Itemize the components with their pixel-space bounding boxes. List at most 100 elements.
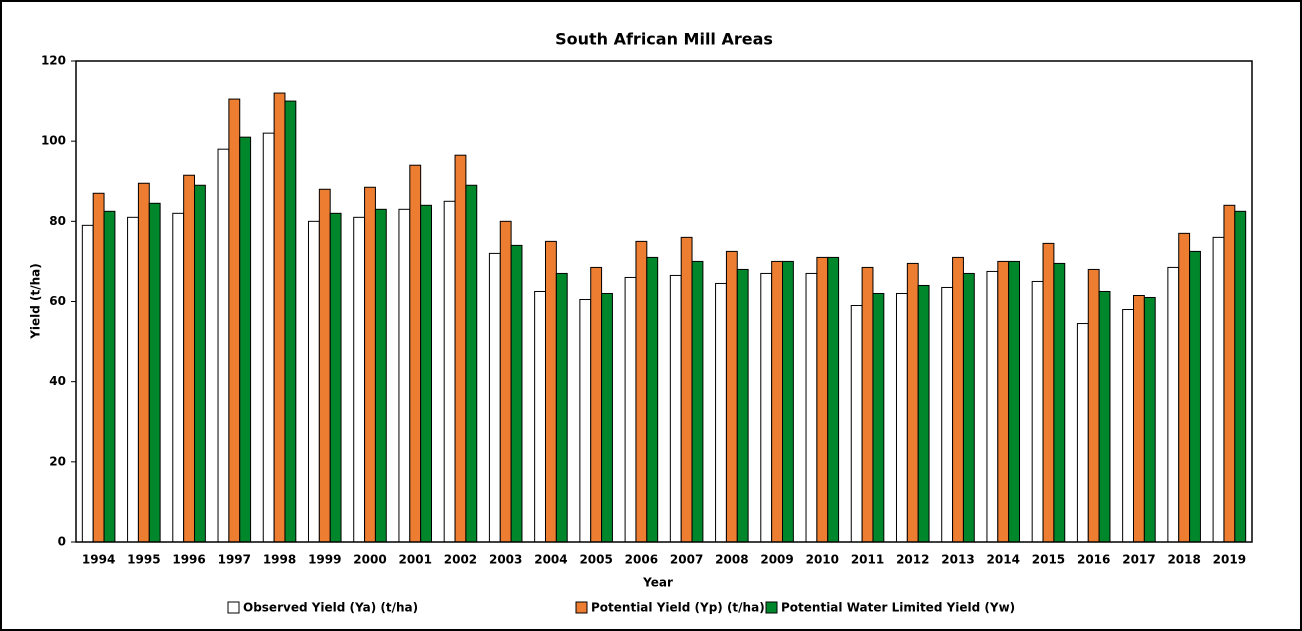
- bar: [861, 266, 874, 543]
- bar: [228, 98, 241, 543]
- bar: [906, 262, 919, 543]
- bar: [1223, 204, 1236, 543]
- bar: [816, 256, 829, 543]
- chart-title: South African Mill Areas: [555, 30, 773, 49]
- bar: [1189, 250, 1201, 543]
- x-axis-label: Year: [642, 576, 673, 590]
- bar: [499, 220, 512, 543]
- bar: [239, 136, 252, 543]
- plot-border: [75, 60, 1253, 543]
- bar: [544, 240, 557, 543]
- bar: [1008, 260, 1021, 543]
- x-tick-label: 1997: [218, 553, 251, 567]
- x-tick-label: 2007: [670, 553, 703, 567]
- bar: [1143, 296, 1156, 543]
- bar: [217, 148, 230, 543]
- bar: [1087, 268, 1100, 543]
- bar: [555, 272, 568, 543]
- bar: [443, 200, 456, 543]
- bar: [81, 224, 94, 543]
- bar: [1132, 294, 1145, 543]
- bar: [1053, 262, 1066, 543]
- y-tick-label: 100: [41, 134, 66, 148]
- bar: [941, 286, 954, 543]
- x-tick-label: 2013: [941, 553, 974, 567]
- bar: [353, 216, 366, 543]
- bar: [579, 298, 592, 543]
- legend-swatch: [575, 601, 588, 614]
- y-tick-label: 0: [58, 535, 66, 549]
- bar: [92, 192, 105, 543]
- bar: [782, 260, 794, 543]
- x-tick-label: 2019: [1213, 553, 1246, 567]
- legend-label: Potential Yield (Yp) (t/ha): [591, 601, 765, 615]
- bar: [284, 100, 297, 543]
- bar: [194, 184, 206, 543]
- x-tick-label: 2003: [489, 553, 522, 567]
- y-tick-label: 60: [49, 294, 66, 308]
- bar: [601, 292, 613, 543]
- legend-label: Observed Yield (Ya) (t/ha): [243, 601, 418, 615]
- bar: [725, 250, 738, 543]
- bar: [1042, 242, 1055, 543]
- bar: [635, 240, 648, 543]
- x-tick-label: 2017: [1122, 553, 1155, 567]
- x-tick-label: 2016: [1077, 553, 1110, 567]
- bar: [827, 256, 840, 543]
- bar: [1098, 290, 1111, 543]
- bar: [691, 260, 704, 543]
- bar: [148, 202, 161, 543]
- bar: [488, 252, 501, 543]
- x-tick-label: 1999: [308, 553, 341, 567]
- bar: [680, 236, 693, 543]
- bar: [850, 305, 863, 543]
- bar: [420, 204, 433, 543]
- y-tick-label: 80: [49, 214, 66, 228]
- bar: [895, 292, 908, 543]
- bar: [465, 184, 478, 543]
- x-tick-label: 2018: [1167, 553, 1200, 567]
- x-tick-label: 2014: [987, 553, 1020, 567]
- x-tick-label: 2001: [399, 553, 432, 567]
- bar: [1234, 210, 1247, 543]
- bar: [364, 186, 376, 543]
- y-axis-label: Yield (t/ha): [29, 263, 43, 340]
- x-tick-label: 2006: [625, 553, 658, 567]
- bar: [872, 292, 885, 543]
- x-tick-label: 1994: [82, 553, 115, 567]
- y-tick-label: 120: [41, 54, 66, 68]
- bar: [103, 210, 116, 543]
- bar: [1167, 266, 1180, 543]
- bar: [669, 274, 682, 543]
- bar: [1031, 280, 1044, 543]
- bar: [715, 282, 727, 543]
- y-tick-label: 20: [49, 454, 66, 468]
- bar: [534, 290, 546, 543]
- bar: [760, 272, 773, 543]
- bar: [771, 260, 784, 543]
- bar: [624, 276, 637, 543]
- bar: [172, 212, 185, 543]
- bar: [329, 212, 342, 543]
- x-tick-label: 1995: [127, 553, 160, 567]
- bar: [1212, 236, 1225, 543]
- bar: [986, 270, 999, 543]
- bar: [1122, 309, 1134, 543]
- x-tick-label: 2011: [851, 553, 884, 567]
- x-tick-label: 2005: [579, 553, 612, 567]
- x-tick-label: 2004: [534, 553, 567, 567]
- legend-swatch: [765, 601, 778, 614]
- x-tick-label: 1998: [263, 553, 296, 567]
- x-tick-label: 2008: [715, 553, 748, 567]
- bar: [917, 284, 930, 543]
- bar: [1178, 232, 1191, 543]
- bar: [952, 256, 964, 543]
- bar: [646, 256, 659, 543]
- bar: [962, 272, 975, 543]
- x-tick-label: 2002: [444, 553, 477, 567]
- x-tick-label: 1996: [172, 553, 205, 567]
- bar: [997, 260, 1010, 543]
- bar: [590, 266, 603, 543]
- bar: [127, 216, 139, 543]
